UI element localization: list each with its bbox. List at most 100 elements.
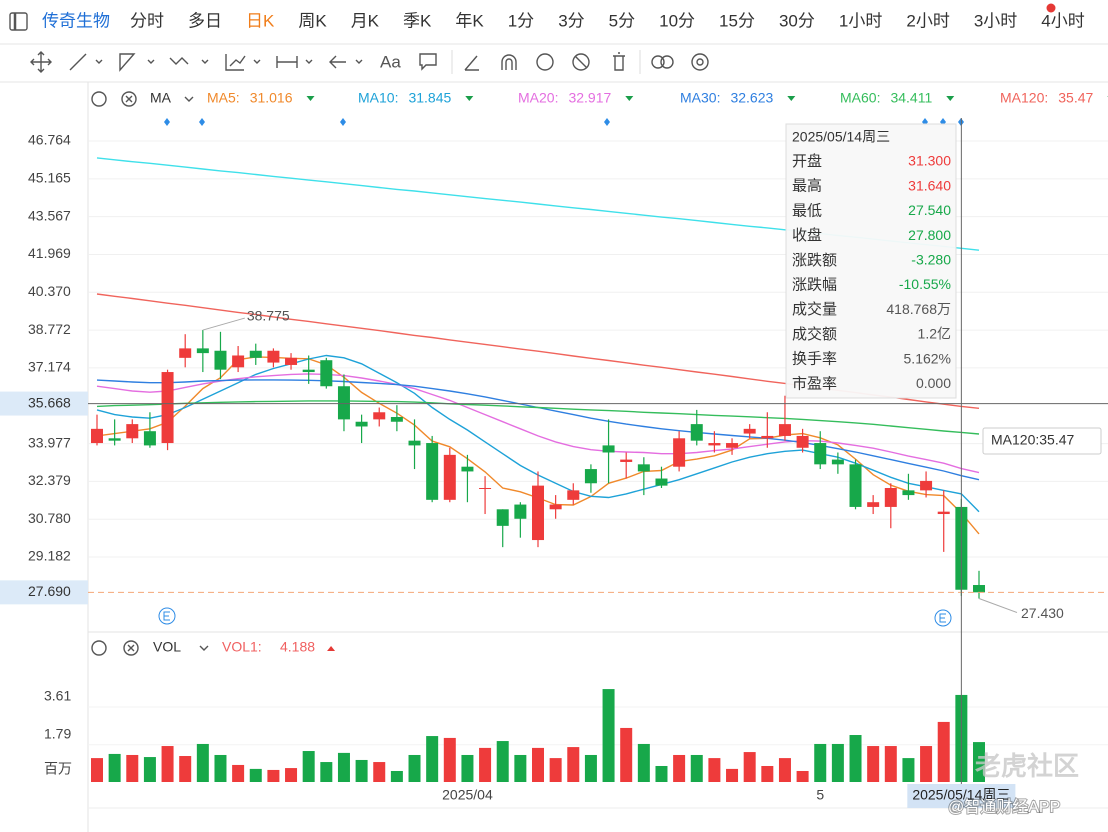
volume-close[interactable] [123, 640, 139, 656]
legend-toggle[interactable] [465, 96, 474, 101]
hide-tool[interactable] [572, 53, 590, 71]
lock-tool[interactable] [536, 53, 554, 71]
volume-bar [337, 752, 350, 782]
tooltip-value: 5.162% [904, 350, 951, 366]
channel-tool[interactable] [119, 53, 136, 72]
crosshair-box [0, 391, 88, 416]
volume-bar [902, 758, 915, 782]
dropdown[interactable] [253, 59, 261, 64]
candle-body [249, 350, 262, 358]
delete-tool[interactable] [613, 52, 625, 71]
y-tick-label: 46.764 [28, 132, 71, 148]
period-tab[interactable]: 2小时 [906, 11, 949, 30]
volume-settings[interactable] [91, 640, 107, 656]
volume-bar [267, 769, 280, 782]
candle-body [690, 424, 703, 441]
candle-body [778, 424, 791, 436]
volume-legend-toggle[interactable] [327, 646, 336, 651]
tooltip-value: 1.2亿 [918, 326, 951, 342]
dropdown[interactable] [355, 59, 363, 64]
period-tab[interactable]: 分时 [130, 11, 164, 30]
dropdown[interactable] [305, 59, 313, 64]
period-tab[interactable]: 30分 [779, 11, 815, 30]
period-tab[interactable]: 4小时 [1041, 11, 1084, 30]
indicator-settings[interactable] [91, 91, 107, 107]
period-tab[interactable]: 5分 [609, 11, 635, 30]
crosshair-label: 35.668 [28, 394, 71, 410]
legend-toggle[interactable] [787, 96, 796, 101]
legend-toggle[interactable] [306, 96, 315, 101]
period-tab[interactable]: 1小时 [839, 11, 882, 30]
period-tab[interactable]: 周K [298, 11, 327, 30]
candle-body [532, 485, 544, 541]
legend-toggle[interactable] [625, 96, 634, 101]
line-tool[interactable] [69, 53, 87, 71]
tooltip-value: 31.300 [908, 153, 951, 169]
period-tab[interactable]: 日K [246, 11, 275, 30]
candle-body [831, 459, 844, 465]
tooltip-value: -3.280 [911, 252, 951, 268]
event-diamond [199, 118, 205, 126]
indicator-dropdown[interactable] [184, 96, 194, 102]
magnet-tool[interactable] [501, 54, 517, 70]
symbol-name[interactable]: 传奇生物 [42, 11, 110, 30]
period-tab[interactable]: 3分 [558, 11, 584, 30]
crosshair-date-box [907, 784, 1016, 808]
tooltip-key: 换手率 [792, 351, 837, 368]
tooltip-value: -10.55% [899, 276, 951, 292]
move-tool[interactable] [30, 51, 52, 73]
compare-tool[interactable] [660, 55, 674, 69]
earnings-glyph [939, 613, 946, 623]
overlay-layer: 27.690 35.668 38.775 27.430 MA120:35.47 2025/… [0, 118, 1108, 817]
indicator-close[interactable] [121, 91, 137, 107]
candle-body [761, 435, 774, 439]
period-tab[interactable]: 15分 [719, 11, 755, 30]
legend-name: MA60: [840, 90, 880, 106]
period-tab[interactable]: 季K [403, 11, 432, 30]
fib-tool[interactable] [225, 54, 246, 71]
period-tab[interactable]: 年K [455, 11, 484, 30]
period-tab[interactable]: 月K [351, 11, 380, 30]
period-tab[interactable]: 10分 [659, 11, 695, 30]
wave-tool[interactable] [169, 57, 189, 65]
candle-body [884, 487, 897, 507]
arrow-tool[interactable] [329, 55, 346, 69]
y-tick-label: 43.567 [28, 207, 71, 223]
text-tool-glyph[interactable]: Aa [380, 52, 401, 71]
candle-body [337, 386, 350, 420]
tooltip-key: 市盈率 [792, 375, 837, 392]
ruler-tool[interactable] [464, 55, 479, 71]
indicator-name[interactable]: MA [150, 90, 172, 106]
period-tab[interactable]: 多日 [188, 11, 222, 30]
candle-body [849, 464, 862, 507]
period-tab[interactable]: 1分 [508, 11, 534, 30]
volume-legend-name: VOL1: [222, 639, 262, 655]
candle-body [655, 478, 668, 486]
note-tool[interactable] [419, 53, 437, 71]
dropdown[interactable] [95, 59, 103, 64]
y-tick-label: 37.174 [28, 359, 71, 375]
candle-body [143, 431, 156, 446]
legend-value: 32.917 [568, 90, 611, 106]
candle-body [232, 355, 245, 368]
candle-body [108, 438, 121, 441]
sidebar-toggle[interactable] [9, 12, 28, 31]
measure-tool[interactable] [276, 56, 298, 68]
settings-tool[interactable] [691, 53, 709, 71]
compare-tool[interactable] [651, 55, 665, 69]
settings-tool-core [696, 58, 704, 66]
tooltip-date: 2025/05/14周三 [792, 129, 890, 145]
y-tick-label: 29.182 [28, 548, 71, 564]
tooltip-value: 27.540 [908, 202, 951, 218]
ma-line [96, 373, 980, 474]
watermark: 老虎社区 [975, 751, 1079, 781]
volume-dropdown[interactable] [199, 645, 209, 651]
legend-toggle[interactable] [946, 96, 955, 101]
dropdown[interactable] [147, 59, 155, 64]
legend-name: MA20: [518, 90, 558, 106]
volume-bar [161, 746, 174, 782]
period-tab[interactable]: 3小时 [974, 11, 1017, 30]
dropdown[interactable] [201, 59, 209, 64]
volume-indicator[interactable]: VOL [153, 639, 181, 655]
volume-bar [390, 770, 403, 782]
